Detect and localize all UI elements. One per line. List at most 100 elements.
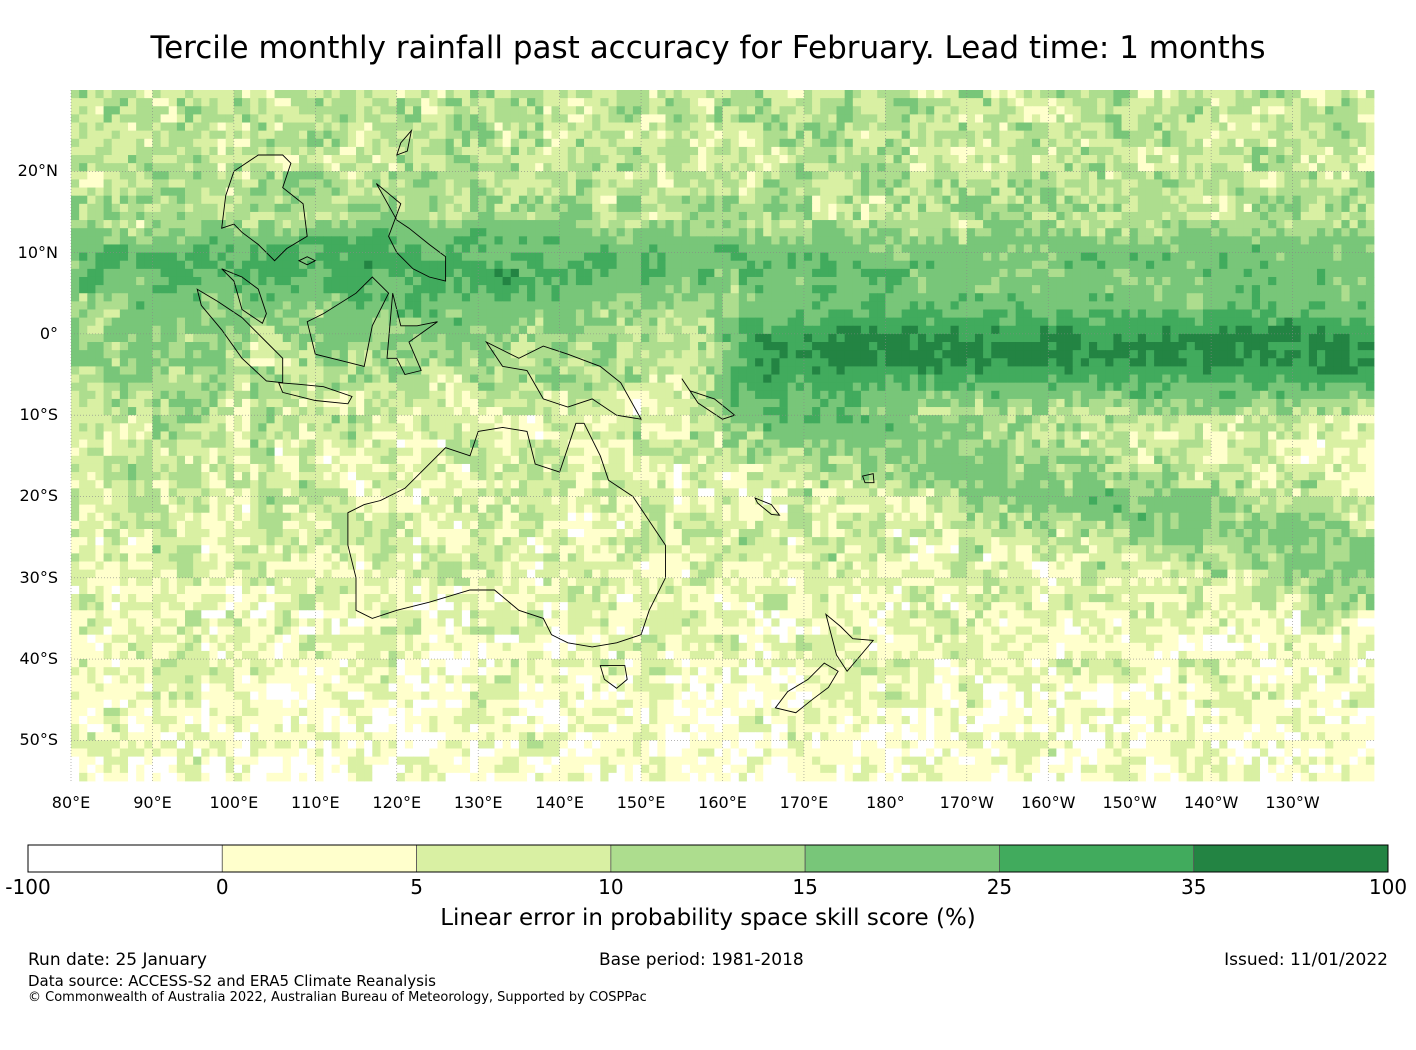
grid-cell <box>1064 309 1074 319</box>
grid-cell <box>535 301 544 310</box>
grid-cell <box>388 179 398 188</box>
grid-cell <box>575 163 585 172</box>
grid-cell <box>641 252 650 262</box>
grid-cell <box>201 342 210 351</box>
grid-cell <box>787 285 797 294</box>
grid-cell <box>812 171 821 180</box>
grid-cell <box>111 146 121 156</box>
grid-cell <box>901 138 911 148</box>
grid-cell <box>1162 130 1171 140</box>
grid-cell <box>698 187 707 197</box>
grid-cell <box>258 203 267 213</box>
grid-cell <box>217 163 227 172</box>
grid-cell <box>1162 220 1171 229</box>
grid-cell <box>79 236 88 245</box>
grid-cell <box>168 130 178 140</box>
grid-cell <box>795 106 805 115</box>
grid-cell <box>974 325 984 335</box>
grid-cell <box>1162 203 1171 213</box>
grid-cell <box>111 203 121 213</box>
grid-cell <box>502 163 512 172</box>
grid-cell <box>1080 293 1090 302</box>
grid-cell <box>331 228 341 237</box>
grid-cell <box>869 276 878 286</box>
grid-cell <box>258 146 267 156</box>
grid-cell <box>176 309 186 319</box>
grid-cell <box>1088 138 1098 148</box>
grid-cell <box>942 138 951 148</box>
grid-cell <box>380 138 389 148</box>
grid-cell <box>315 138 324 148</box>
grid-cell <box>909 211 919 221</box>
grid-cell <box>1040 252 1049 262</box>
grid-cell <box>1170 106 1179 115</box>
grid-cell <box>1113 187 1122 197</box>
grid-cell <box>1145 146 1155 156</box>
grid-cell <box>168 228 178 237</box>
grid-cell <box>641 98 650 107</box>
grid-cell <box>209 342 218 351</box>
grid-cell <box>575 179 585 188</box>
grid-cell <box>1194 114 1204 123</box>
grid-cell <box>1333 228 1342 237</box>
grid-cell <box>380 179 389 188</box>
grid-cell <box>1194 285 1204 294</box>
grid-cell <box>836 301 846 310</box>
grid-cell <box>1251 179 1261 188</box>
grid-cell <box>103 309 113 319</box>
grid-cell <box>689 114 699 123</box>
grid-cell <box>706 155 715 164</box>
grid-cell <box>331 260 341 270</box>
grid-cell <box>1178 146 1188 156</box>
grid-cell <box>168 171 178 180</box>
grid-cell <box>1121 146 1131 156</box>
grid-cell <box>592 309 601 319</box>
grid-cell <box>584 106 593 115</box>
grid-cell <box>1268 211 1277 221</box>
grid-cell <box>1341 325 1350 335</box>
grid-cell <box>1145 285 1155 294</box>
grid-cell <box>1170 130 1179 140</box>
grid-cell <box>1113 195 1122 205</box>
grid-cell <box>1048 252 1057 262</box>
grid-cell <box>1316 138 1326 148</box>
grid-cell <box>828 268 837 278</box>
grid-cell <box>1162 106 1171 115</box>
grid-cell <box>755 195 764 205</box>
grid-cell <box>1162 171 1171 180</box>
grid-cell <box>282 130 292 140</box>
grid-cell <box>1105 220 1114 229</box>
grid-cell <box>755 130 764 140</box>
grid-cell <box>527 293 536 302</box>
grid-cell <box>136 285 145 294</box>
grid-cell <box>1219 187 1228 197</box>
grid-cell <box>869 122 878 132</box>
grid-cell <box>893 203 903 213</box>
grid-cell <box>380 276 389 286</box>
grid-cell <box>266 138 275 148</box>
grid-cell <box>763 325 772 335</box>
grid-cell <box>1040 285 1049 294</box>
grid-cell <box>1276 325 1285 335</box>
grid-cell <box>339 171 349 180</box>
grid-cell <box>176 220 186 229</box>
grid-cell <box>1316 146 1326 156</box>
grid-cell <box>926 163 935 172</box>
grid-cell <box>486 98 495 107</box>
grid-cell <box>779 260 789 270</box>
grid-cell <box>584 195 593 205</box>
grid-cell <box>567 195 577 205</box>
grid-cell <box>87 195 96 205</box>
grid-cell <box>584 244 593 253</box>
grid-cell <box>1284 211 1293 221</box>
grid-cell <box>396 130 406 140</box>
grid-cell <box>1097 268 1106 278</box>
grid-cell <box>746 179 756 188</box>
grid-cell <box>1316 98 1326 107</box>
grid-cell <box>584 122 593 132</box>
grid-cell <box>1178 114 1188 123</box>
grid-cell <box>266 163 275 172</box>
grid-cell <box>624 179 634 188</box>
grid-cell <box>803 146 813 156</box>
grid-cell <box>152 203 161 213</box>
